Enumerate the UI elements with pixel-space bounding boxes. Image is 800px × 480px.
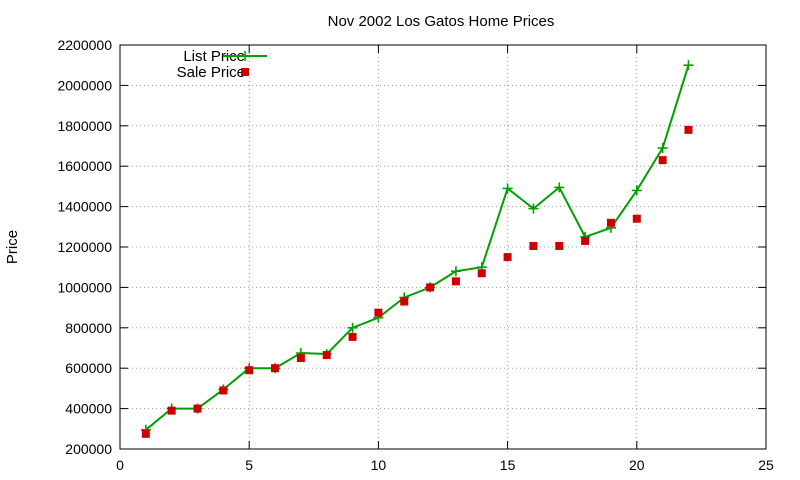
x-tick-label: 15 [500, 457, 516, 473]
legend-label-list-price: List Price [183, 48, 245, 65]
x-tick-label: 10 [371, 457, 387, 473]
y-tick-label: 1800000 [57, 118, 112, 134]
x-tick-label: 0 [116, 457, 124, 473]
list-price-point [554, 182, 565, 193]
legend-sample-sale-price [241, 68, 249, 76]
list-price-point [502, 183, 513, 194]
grid-lines [120, 45, 766, 449]
y-tick-label: 1000000 [57, 279, 112, 295]
sale-price-point [451, 277, 460, 286]
legend-sample-list-price [223, 51, 267, 61]
x-tick-label: 25 [758, 457, 774, 473]
sale-price-point [503, 253, 512, 262]
sale-price-point [477, 269, 486, 278]
x-tick-label: 5 [245, 457, 253, 473]
y-tick-label: 800000 [65, 320, 112, 336]
sale-price-point [581, 236, 590, 245]
sale-price-point [193, 404, 202, 413]
x-tick-labels: 0 5 10 15 20 25 [116, 457, 774, 473]
chart-title: Nov 2002 Los Gatos Home Prices [328, 13, 555, 30]
sale-price-point [632, 214, 641, 223]
legend: List Price Sale Price [177, 48, 267, 81]
series-layer [140, 60, 694, 438]
sale-price-point [555, 241, 564, 250]
sale-price-point [348, 332, 357, 341]
y-tick-label: 1200000 [57, 239, 112, 255]
sale-price-point [167, 406, 176, 415]
sale-price-point [374, 308, 383, 317]
y-tick-label: 400000 [65, 401, 112, 417]
sale-price-point [219, 386, 228, 395]
sale-price-point [426, 283, 435, 292]
sale-price-point [684, 125, 693, 134]
legend-marker-sale-price [241, 68, 249, 76]
legend-label-sale-price: Sale Price [177, 64, 245, 81]
list-price-point [631, 185, 642, 196]
y-tick-label: 1600000 [57, 158, 112, 174]
sale-price-point [271, 364, 280, 373]
y-axis-label: Price [4, 230, 21, 264]
sale-price-point [606, 218, 615, 227]
sale-price-point [400, 297, 409, 306]
y-tick-labels: 200000 400000 600000 800000 1000000 1200000 14… [57, 37, 112, 457]
x-tick-label: 20 [629, 457, 645, 473]
list-price-point [657, 143, 668, 154]
list-price-line [145, 64, 690, 431]
series-sale-price [141, 125, 693, 438]
y-tick-label: 2200000 [57, 37, 112, 53]
sale-price-point [322, 351, 331, 360]
list-price-point [528, 203, 539, 214]
sale-price-point [658, 156, 667, 165]
plot-frame [119, 44, 767, 450]
y-tick-label: 600000 [65, 360, 112, 376]
sale-price-point [296, 354, 305, 363]
list-price-point [450, 266, 461, 277]
list-price-point [683, 60, 694, 71]
y-tick-label: 1400000 [57, 199, 112, 215]
sale-price-point [529, 241, 538, 250]
list-price-point [347, 322, 358, 333]
sale-price-point [141, 429, 150, 438]
y-tick-label: 2000000 [57, 77, 112, 93]
y-tick-label: 200000 [65, 441, 112, 457]
sale-price-point [245, 366, 254, 375]
